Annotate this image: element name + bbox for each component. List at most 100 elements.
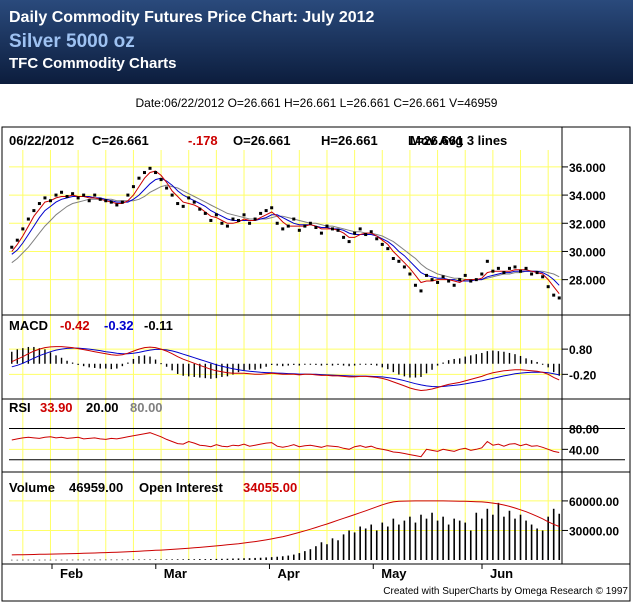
price-close-point (181, 204, 185, 208)
macd-histogram-bar (497, 351, 500, 364)
commodity-name: Silver 5000 oz (9, 31, 135, 52)
price-close-point (474, 278, 478, 282)
price-close-point (463, 273, 467, 277)
y-tick-label: 0.80 (569, 343, 593, 357)
volume-bar (176, 559, 179, 560)
macd-histogram-bar (508, 352, 511, 364)
macd-histogram-bar (199, 363, 201, 378)
volume-bar (259, 557, 262, 560)
macd-histogram-bar (481, 352, 483, 364)
volume-bar (348, 530, 350, 560)
macd-histogram-bar (265, 363, 267, 367)
price-close-point (397, 259, 401, 263)
y-tick-label: -0.20 (569, 368, 597, 382)
volume-bar (221, 558, 223, 560)
macd-histogram-bar (77, 363, 79, 365)
macd-histogram-bar (293, 363, 295, 365)
price-close-point (380, 242, 384, 246)
volume-bar (409, 516, 411, 560)
macd-histogram-bar (105, 363, 107, 369)
macd-value: -0.42 (60, 318, 90, 333)
volume-bar (60, 559, 63, 561)
price-close-point (54, 193, 58, 197)
price-close-point (87, 199, 91, 203)
price-close-point (281, 227, 285, 231)
macd-label: MACD (9, 318, 48, 333)
rsi-upper-level: 80.00 (130, 400, 163, 415)
macd-histogram-bar (387, 363, 389, 370)
macd-histogram-bar (348, 363, 350, 367)
price-close-point (308, 221, 312, 225)
price-close-point (369, 230, 373, 234)
volume-bar (536, 528, 538, 560)
macd-histogram-bar (71, 362, 74, 364)
volume-bar (503, 516, 505, 560)
macd-histogram-bar (370, 363, 372, 365)
volume-bar (243, 558, 245, 560)
price-close-point (220, 221, 224, 225)
price-close-point (430, 278, 434, 282)
volume-bar (276, 556, 279, 560)
chart-header: Daily Commodity Futures Price Chart: Jul… (0, 0, 633, 84)
price-close-point (159, 178, 163, 182)
volume-bar (154, 559, 157, 560)
price-close-point (347, 240, 351, 244)
volume-bar (331, 538, 334, 560)
price-close-point (524, 266, 528, 270)
macd-histogram-bar (270, 363, 273, 365)
price-close-point (60, 190, 64, 194)
volume-bar (552, 508, 555, 560)
moving-average-slow-line (11, 184, 560, 281)
moving-average-fast-line (11, 170, 560, 295)
price-close-point (236, 218, 240, 222)
volume-bar (198, 559, 201, 560)
price-close-point (441, 275, 445, 279)
price-close-point (364, 233, 368, 237)
volume-bar (342, 534, 345, 560)
volume-bar (210, 559, 212, 560)
volume-bar (132, 559, 135, 561)
volume-bar (304, 551, 306, 560)
macd-histogram-bar (453, 358, 455, 364)
macd-histogram-bar (287, 363, 289, 366)
macd-histogram-bar (243, 363, 245, 371)
price-close-point (507, 266, 511, 270)
price-close-point (319, 231, 323, 235)
macd-histogram-bar (82, 363, 85, 367)
volume-bar (88, 559, 90, 561)
volume-bar (44, 559, 46, 561)
volume-bar (10, 559, 13, 561)
price-close-point (142, 171, 146, 175)
price-close-point (120, 200, 124, 204)
price-info-close: C=26.661 (92, 133, 149, 148)
price-close-point (93, 193, 97, 197)
macd-histogram-bar (525, 358, 527, 364)
volume-bar (420, 514, 422, 560)
price-info-date: 06/22/2012 (9, 133, 74, 148)
price-close-point (436, 280, 440, 284)
macd-histogram-bar (226, 363, 229, 377)
macd-histogram-bar (403, 363, 406, 377)
volume-bar (486, 508, 489, 560)
macd-histogram-bar (353, 363, 356, 366)
macd-histogram-bar (188, 363, 190, 377)
volume-bar (121, 559, 124, 561)
macd-histogram-bar (420, 363, 422, 377)
volume-bar (309, 549, 312, 560)
macd-histogram-bar (530, 360, 533, 364)
macd-histogram-bar (110, 363, 113, 370)
volume-bar (55, 559, 57, 561)
y-tick-label: 40.00 (569, 443, 599, 457)
macd-diff-value: -0.11 (144, 318, 173, 333)
chart-title: Daily Commodity Futures Price Chart: Jul… (9, 9, 375, 26)
volume-bar (49, 559, 52, 561)
price-close-point (148, 166, 152, 170)
y-tick-label: 60000.00 (569, 495, 619, 509)
price-close-point (419, 289, 423, 293)
macd-histogram-bar (94, 363, 96, 368)
macd-histogram-bar (364, 363, 367, 365)
price-close-point (176, 202, 180, 206)
price-close-point (242, 213, 246, 217)
price-close-point (541, 275, 545, 279)
volume-value: 46959.00 (69, 480, 123, 495)
